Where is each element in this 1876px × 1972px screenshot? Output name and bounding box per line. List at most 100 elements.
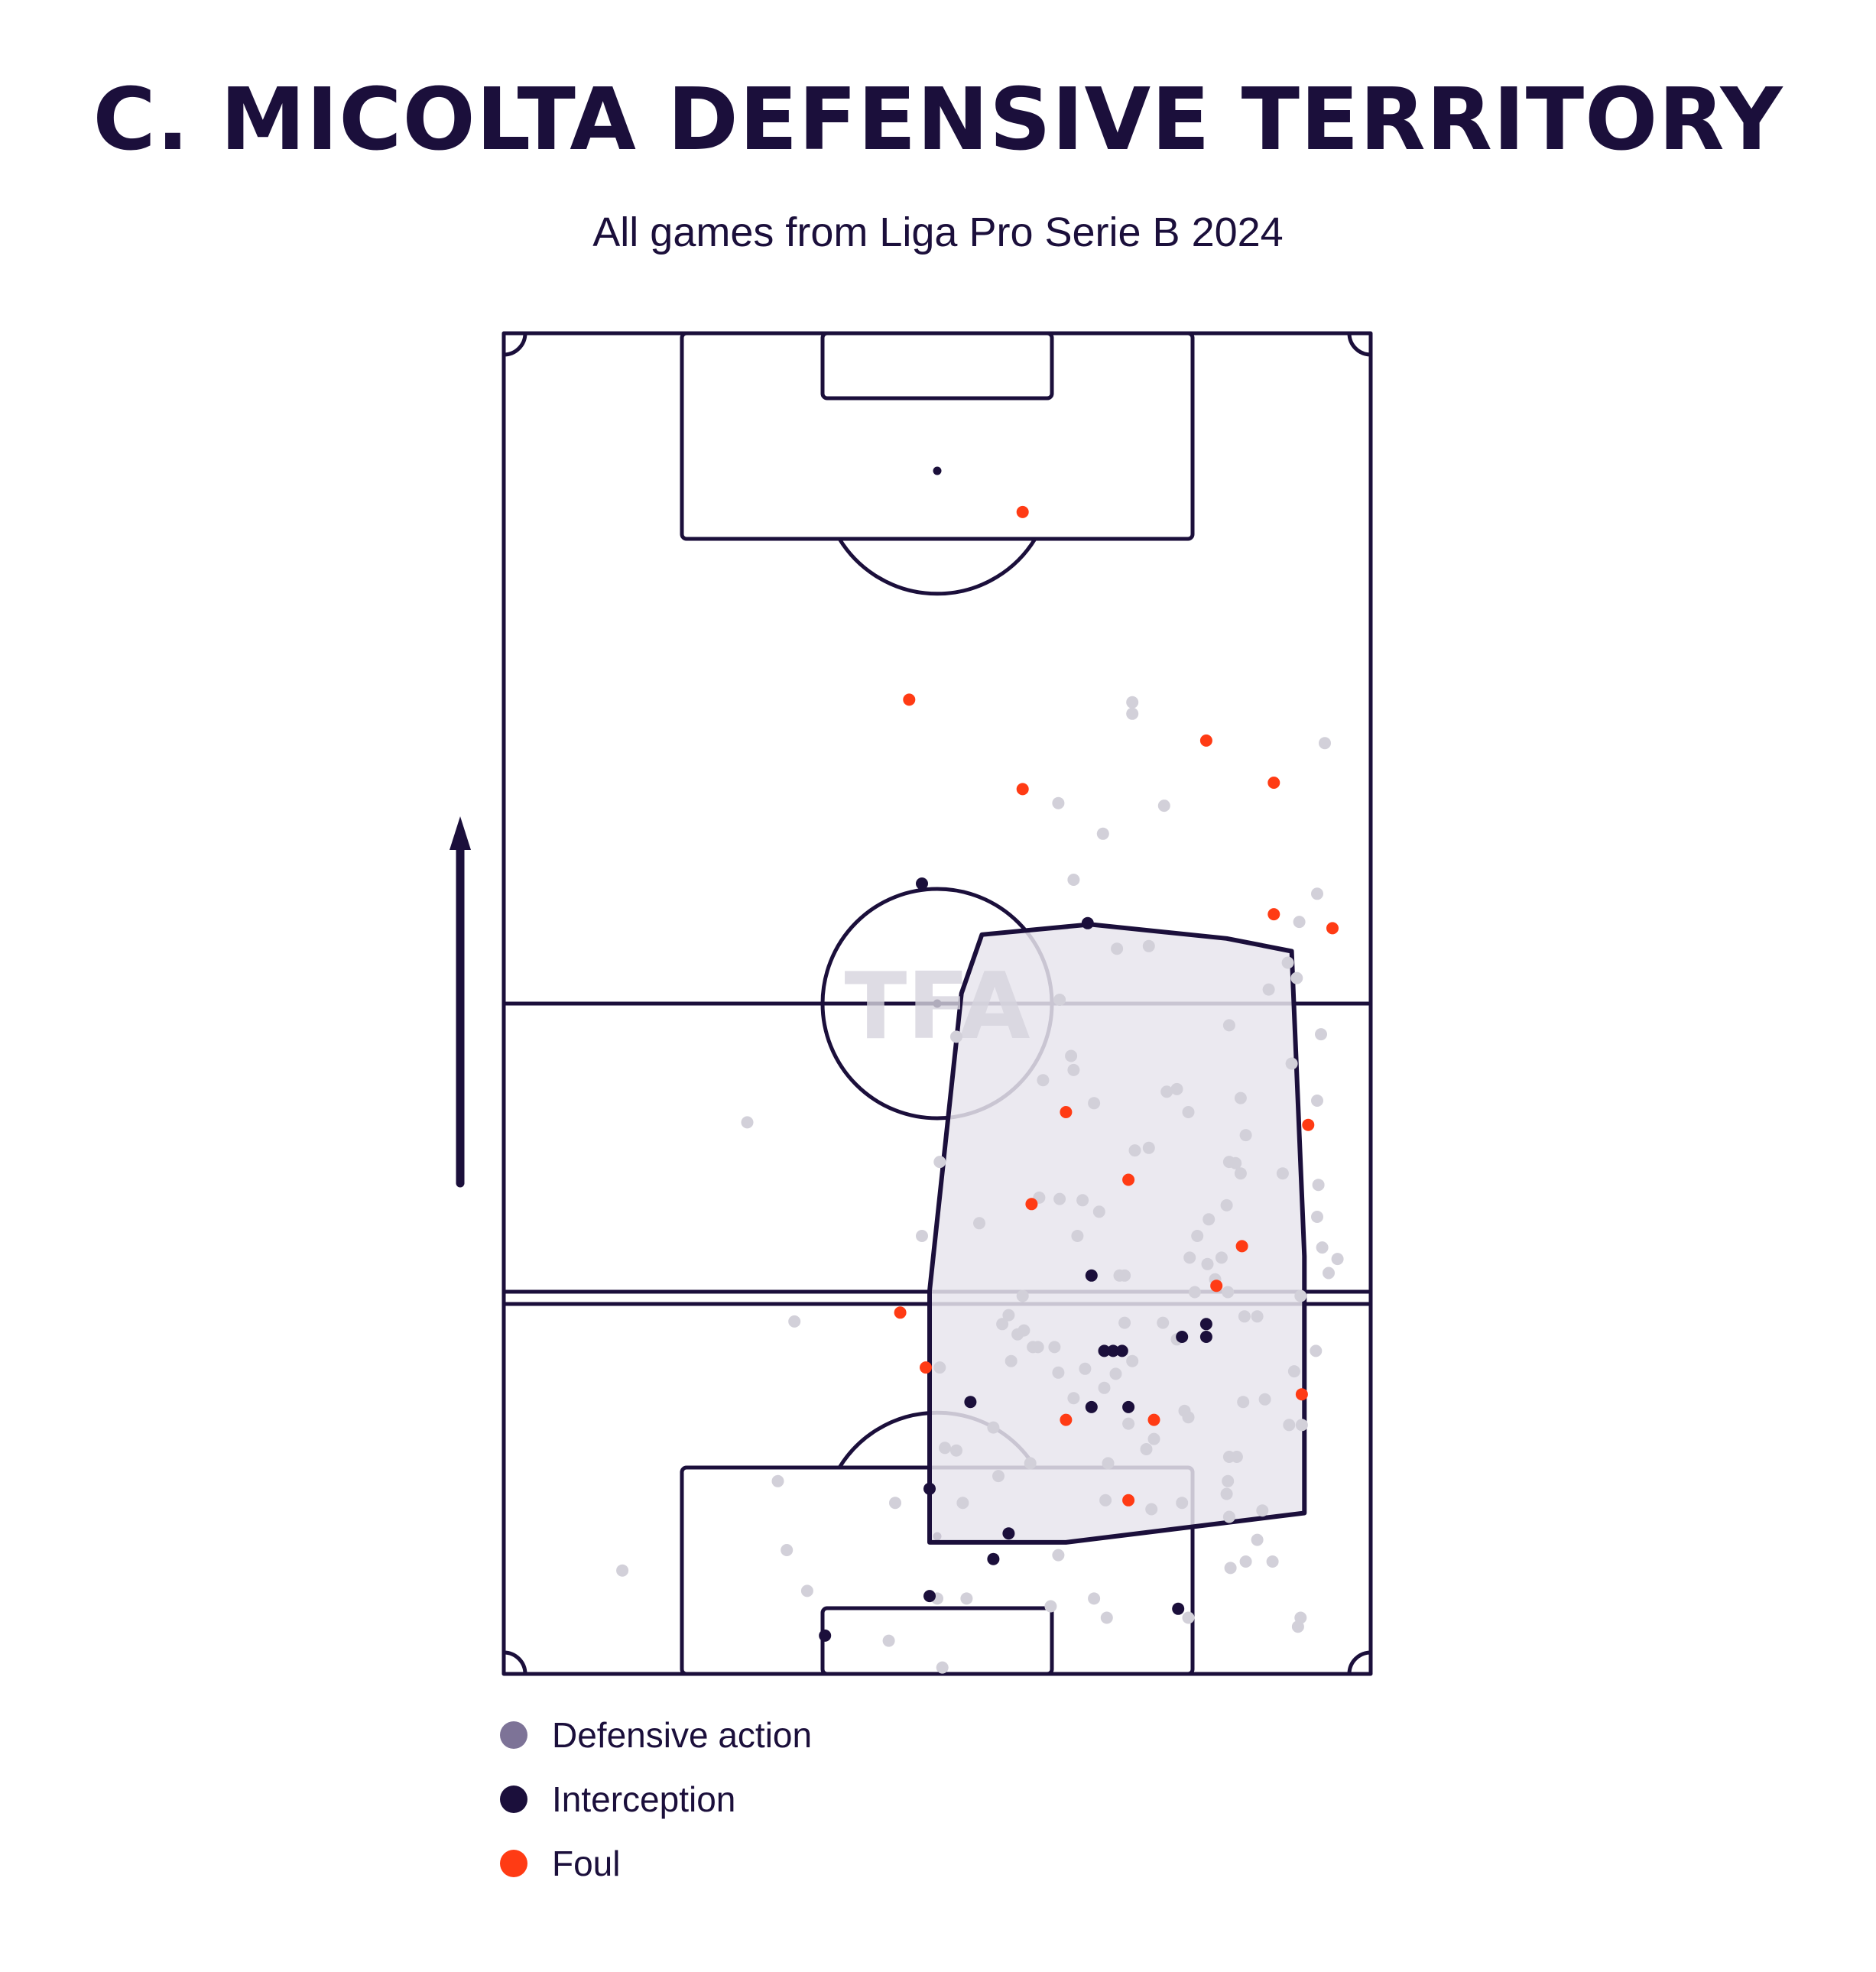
- corner-arc-br: [1347, 1650, 1371, 1675]
- foul-point: [1199, 734, 1212, 747]
- legend-swatch-foul: [500, 1850, 527, 1877]
- chart-subtitle: All games from Liga Pro Serie B 2024: [592, 209, 1284, 255]
- defensive-action-point: [1079, 1362, 1092, 1375]
- defensive-action-point: [1142, 939, 1155, 952]
- defensive-action-point: [1316, 1241, 1329, 1254]
- interception-point: [987, 1552, 1000, 1565]
- defensive-action-point: [1099, 1494, 1112, 1507]
- centre-spot: [933, 999, 942, 1008]
- defensive-action-point: [1067, 1392, 1080, 1405]
- defensive-action-point: [1016, 1289, 1029, 1302]
- defensive-action-point: [933, 1156, 946, 1169]
- defensive-action-point: [1188, 1286, 1201, 1299]
- defensive-action-point: [1234, 1167, 1247, 1180]
- defensive-action-point: [1126, 696, 1139, 709]
- defensive-action-point: [781, 1544, 794, 1556]
- legend-swatch-defensive-action: [500, 1721, 527, 1749]
- defensive-action-point: [1092, 1205, 1105, 1218]
- interception-point: [923, 1482, 936, 1495]
- foul-point: [1147, 1413, 1160, 1426]
- defensive-action-point: [1276, 1167, 1289, 1180]
- interception-point: [923, 1590, 936, 1603]
- corner-arc-tl: [503, 332, 527, 357]
- interception-point: [1085, 1269, 1098, 1282]
- defensive-action-point: [1312, 1179, 1325, 1192]
- interception-point: [964, 1396, 977, 1409]
- defensive-action-point: [1178, 1404, 1191, 1417]
- foul-point: [1210, 1280, 1223, 1293]
- foul-point: [1235, 1240, 1248, 1253]
- foul-point: [1025, 1198, 1038, 1211]
- defensive-action-point: [1201, 1257, 1214, 1270]
- defensive-action-point: [1182, 1611, 1195, 1624]
- foul-point: [1267, 908, 1280, 921]
- foul-point: [1122, 1494, 1135, 1507]
- foul-point: [1016, 783, 1029, 796]
- foul-point: [1326, 922, 1339, 935]
- defensive-action-point: [1262, 983, 1275, 996]
- defensive-action-point: [1118, 1269, 1131, 1282]
- defensive-action-point: [800, 1584, 813, 1597]
- defensive-action-point: [882, 1634, 895, 1647]
- defensive-action-point: [1067, 1063, 1080, 1076]
- interception-point: [1085, 1400, 1098, 1413]
- defensive-action-point: [1002, 1309, 1015, 1322]
- top-penalty-box: [680, 331, 1195, 541]
- defensive-action-point: [1222, 1286, 1235, 1299]
- watermark-logo: TFA: [845, 954, 1031, 1060]
- defensive-action-point: [1111, 942, 1124, 955]
- defensive-action-point: [1238, 1310, 1251, 1323]
- defensive-action-point: [1053, 994, 1066, 1006]
- interception-point: [1122, 1400, 1135, 1413]
- defensive-action-point: [889, 1497, 901, 1510]
- defensive-action-point: [1018, 1324, 1031, 1337]
- arrow-up-icon: [450, 816, 471, 1188]
- interception-point: [1115, 1344, 1128, 1357]
- defensive-action-point: [1331, 1253, 1344, 1266]
- defensive-action-point: [771, 1474, 784, 1487]
- defensive-action-point: [1222, 1474, 1235, 1487]
- defensive-action-point: [1311, 1211, 1323, 1223]
- defensive-action-point: [1109, 1367, 1122, 1380]
- defensive-action-point: [1096, 827, 1109, 840]
- foul-point: [894, 1306, 907, 1319]
- series-interception: [819, 877, 1212, 1642]
- defensive-action-point: [1037, 1074, 1050, 1087]
- chart-title: C. MICOLTA DEFENSIVE TERRITORY: [93, 70, 1783, 170]
- defensive-action-point: [1315, 1028, 1327, 1041]
- foul-point: [1060, 1106, 1073, 1118]
- defensive-action-point: [1126, 707, 1139, 720]
- foul-point: [1295, 1388, 1308, 1401]
- defensive-action-point: [1283, 1419, 1296, 1432]
- foul-point: [1302, 1118, 1315, 1131]
- defensive-action-point: [1076, 1194, 1089, 1207]
- corner-arc-bl: [503, 1650, 527, 1675]
- defensive-action-point: [1176, 1497, 1189, 1510]
- defensive-action-point: [1290, 971, 1303, 984]
- defensive-action-point: [939, 1442, 951, 1455]
- defensive-action-point: [1052, 796, 1065, 809]
- defensive-action-point: [1222, 1510, 1235, 1523]
- defensive-action-point: [1053, 1192, 1066, 1205]
- defensive-action-point: [973, 1217, 985, 1230]
- defensive-action-point: [1323, 1267, 1335, 1280]
- defensive-action-point: [1222, 1019, 1235, 1032]
- defensive-action-point: [1251, 1533, 1264, 1546]
- defensive-action-point: [1239, 1129, 1252, 1142]
- top-penalty-spot: [933, 466, 942, 475]
- defensive-action-point: [1160, 1085, 1173, 1098]
- defensive-action-point: [1183, 1251, 1196, 1264]
- defensive-action-point: [1291, 1620, 1304, 1633]
- defensive-action-point: [1287, 1365, 1300, 1378]
- defensive-action-point: [1182, 1106, 1195, 1118]
- defensive-action-point: [1266, 1555, 1279, 1568]
- defensive-action-point: [1256, 1504, 1269, 1517]
- defensive-action-point: [1024, 1457, 1037, 1470]
- foul-point: [1016, 505, 1029, 518]
- defensive-action-point: [1145, 1503, 1158, 1516]
- defensive-action-point: [1203, 1213, 1216, 1226]
- defensive-action-point: [1222, 1451, 1235, 1463]
- interception-point: [1081, 916, 1094, 929]
- series-defensive-action: [616, 696, 1344, 1674]
- interception-point: [819, 1629, 832, 1642]
